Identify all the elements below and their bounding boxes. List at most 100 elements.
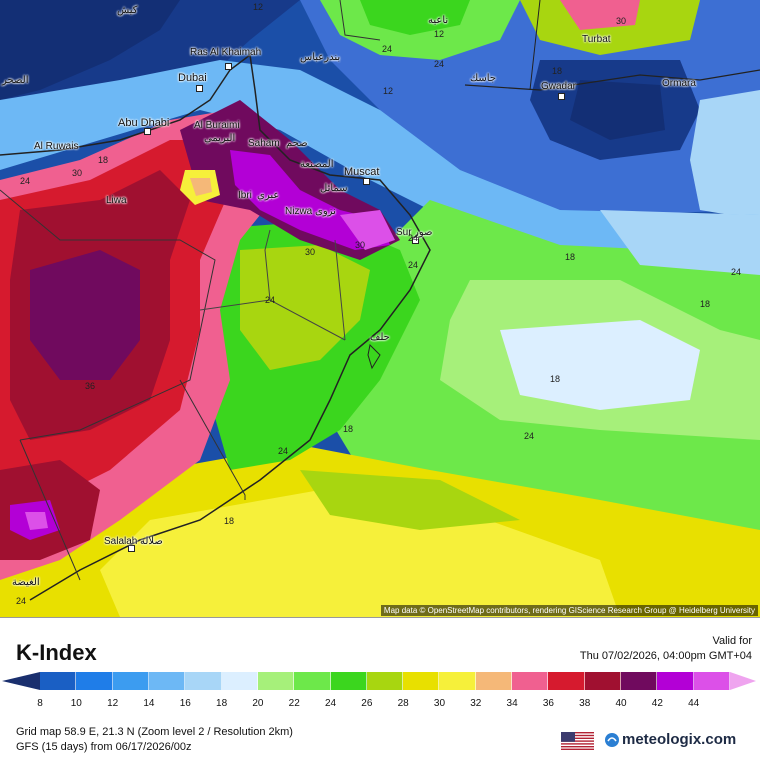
city-label-liwa[interactable]: Liwa: [106, 195, 127, 206]
city-label-salalah-ar[interactable]: صلالة: [140, 536, 163, 547]
city-label-saham[interactable]: Saham: [248, 138, 280, 149]
city-label-fujairah-ar[interactable]: الصحر: [2, 75, 29, 86]
city-label-al-buraimi[interactable]: Al Buraimi: [194, 120, 240, 131]
contour-label: 24: [731, 267, 742, 277]
city-label-kish-ar[interactable]: کیش: [117, 5, 138, 16]
contour-label: 12: [253, 2, 264, 12]
legend-swatch: [112, 672, 149, 690]
brand-logo[interactable]: meteologix.com: [604, 731, 736, 748]
legend-tick-label: 24: [324, 698, 337, 709]
legend-underflow-arrow: [2, 672, 40, 690]
contour-label: 36: [85, 381, 96, 391]
legend-tick-label: 10: [70, 698, 82, 709]
contour-label: 24: [524, 431, 535, 441]
city-label-jask-ar[interactable]: جاسك: [470, 73, 497, 84]
city-label-sur-ar[interactable]: صور: [414, 227, 433, 238]
city-label-ras-al-khaimah[interactable]: Ras Al Khaimah: [190, 47, 262, 58]
city-label-turbat[interactable]: Turbat: [582, 34, 611, 45]
legend-swatch: [621, 672, 658, 690]
city-label-gwadar[interactable]: Gwadar: [541, 81, 577, 92]
city-label-sur[interactable]: Sur: [396, 227, 412, 238]
legend-tick-label: 42: [651, 698, 663, 709]
city-label-nizwa-ar[interactable]: نزوى: [315, 206, 336, 217]
city-label-dubai[interactable]: Dubai: [178, 72, 207, 84]
city-label-salalah[interactable]: Salalah: [104, 536, 138, 547]
legend-tick-label: 30: [433, 698, 446, 709]
legend-swatch: [403, 672, 440, 690]
contour-label: 24: [265, 295, 276, 305]
city-label-ormara[interactable]: Ormara: [662, 78, 696, 89]
legend-swatch: [512, 672, 549, 690]
city-label-masirah-ar[interactable]: حلف: [370, 332, 390, 343]
legend-swatch: [148, 672, 186, 690]
city-label-nikshahr-ar[interactable]: ناعیه: [428, 15, 449, 26]
city-marker: [196, 85, 203, 92]
contour-label: 12: [383, 86, 394, 96]
city-label-al-ruwais[interactable]: Al Ruwais: [34, 141, 79, 152]
city-marker: [225, 63, 232, 70]
contour-label: 24: [382, 44, 393, 54]
legend-swatch: [693, 672, 730, 690]
legend-tick-label: 40: [615, 698, 627, 709]
legend-tick-label: 28: [397, 698, 409, 709]
us-flag-icon: [561, 732, 594, 750]
legend-tick-label: 20: [252, 698, 264, 709]
contour-label: 18: [700, 299, 711, 309]
legend-overflow-arrow: [730, 672, 756, 690]
city-label-saham-ar[interactable]: صحم: [286, 138, 308, 149]
valid-for-label: Valid for: [712, 635, 752, 647]
grid-info: Grid map 58.9 E, 21.3 N (Zoom level 2 / …: [16, 726, 293, 738]
contour-label: 30: [305, 247, 316, 257]
legend-tick-label: 44: [688, 698, 700, 709]
city-label-al-buraimi-ar[interactable]: البريمي: [204, 133, 236, 144]
legend-tick-label: 32: [470, 698, 482, 709]
legend-tick-label: 38: [579, 698, 591, 709]
city-label-ibri[interactable]: Ibri: [238, 190, 252, 201]
valid-time: Thu 07/02/2026, 04:00pm GMT+04: [579, 650, 752, 662]
city-label-bandar-ar[interactable]: بندرعباس: [300, 52, 341, 63]
legend-swatch: [366, 672, 404, 690]
contour-label: 18: [343, 424, 354, 434]
weather-map[interactable]: Ras Al Khaimah Dubai Abu Dhabi Al Buraim…: [0, 0, 760, 617]
legend-swatch: [584, 672, 621, 690]
city-label-musanaah-ar[interactable]: المصنعة: [300, 159, 334, 170]
contour-label: 24: [16, 596, 27, 606]
contour-label: 18: [224, 516, 235, 526]
legend-tick-label: 16: [179, 698, 191, 709]
legend-tick-label: 34: [506, 698, 518, 709]
contour-label: 30: [616, 16, 627, 26]
contour-label: 24: [408, 233, 419, 243]
legend-swatch: [330, 672, 367, 690]
city-label-ibri-ar[interactable]: عبري: [257, 190, 280, 201]
city-marker: [558, 93, 565, 100]
city-label-nizwa[interactable]: Nizwa: [285, 206, 313, 217]
contour-label: 18: [552, 66, 563, 76]
legend-tick-label: 22: [288, 698, 300, 709]
legend-tick-label: 36: [542, 698, 554, 709]
city-marker: [128, 545, 135, 552]
city-label-muscat[interactable]: Muscat: [344, 166, 380, 178]
contour-label: 24: [278, 446, 289, 456]
legend-swatch: [221, 672, 258, 690]
legend-tick-labels: 8 10 12 14 16 18 20 22 24 26 28 30 32 34 36 38 40 42 44: [0, 698, 760, 710]
legend-tick-label: 18: [216, 698, 228, 709]
legend-color-bar: [40, 672, 730, 690]
model-run-info: GFS (15 days) from 06/17/2026/00z: [16, 741, 192, 753]
city-label-ghaydah-ar[interactable]: الغيضة: [12, 577, 40, 588]
legend-swatch: [548, 672, 585, 690]
city-label-abu-dhabi[interactable]: Abu Dhabi: [118, 117, 170, 129]
legend-swatch: [185, 672, 222, 690]
city-marker: [412, 237, 419, 244]
city-label-sumail-ar[interactable]: سمائل: [320, 183, 348, 194]
legend-swatch: [475, 672, 513, 690]
legend-tick-label: 26: [361, 698, 373, 709]
contour-label: 18: [98, 155, 109, 165]
city-marker: [363, 178, 370, 185]
legend-swatch: [657, 672, 694, 690]
contour-label: 24: [408, 260, 419, 270]
city-marker: [144, 128, 151, 135]
legend-swatch: [40, 672, 77, 690]
k-index-field: [0, 0, 760, 617]
legend-swatch: [294, 672, 331, 690]
contour-label: 24: [20, 176, 31, 186]
